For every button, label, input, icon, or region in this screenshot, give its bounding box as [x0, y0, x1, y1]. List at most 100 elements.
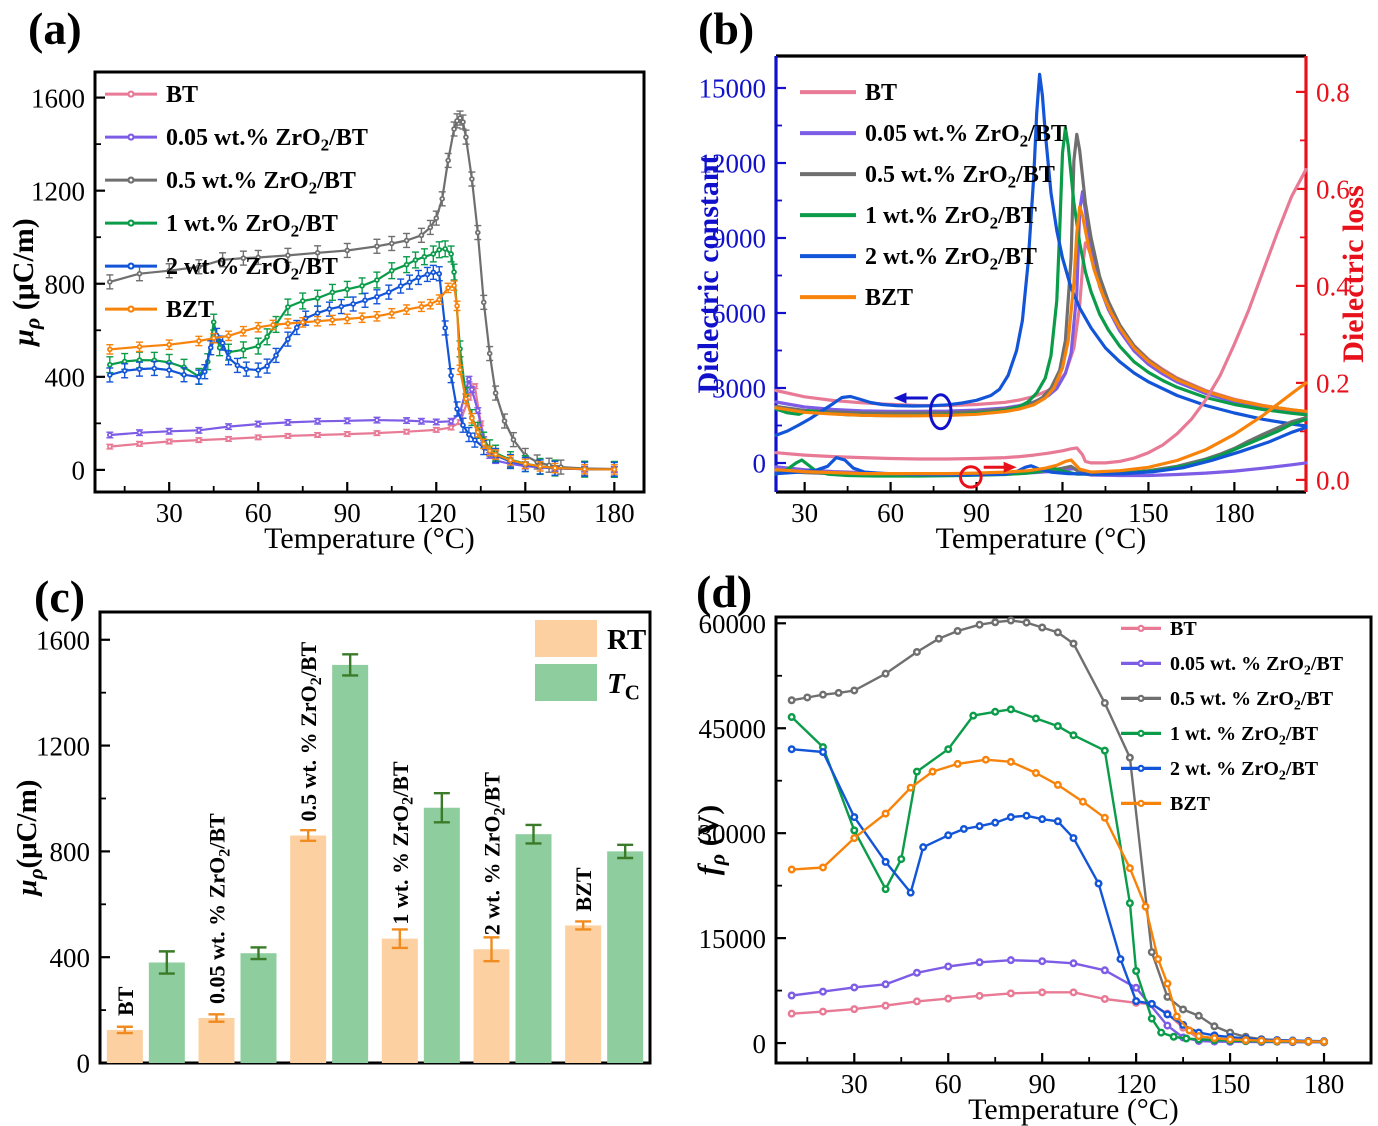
data-point-center [852, 688, 856, 692]
data-point-center [1071, 642, 1076, 646]
data-point-center [361, 284, 364, 287]
data-point-center [993, 821, 997, 825]
bar-tc [423, 807, 460, 1063]
bar-rt [565, 925, 602, 1063]
data-point-center [470, 177, 473, 181]
data-point-center [467, 433, 470, 436]
data-point-center [423, 255, 426, 258]
legend-swatch [535, 620, 597, 657]
data-point-center [503, 419, 506, 423]
data-point-center [375, 315, 378, 318]
legend-marker-center [1139, 767, 1143, 770]
legend-label: 0.5 wt.% ZrO2/BT [865, 162, 1055, 191]
data-point-center [197, 429, 200, 432]
bar-rt [381, 938, 418, 1063]
y-axis-title: μρ(μC/m) [11, 780, 47, 898]
data-point-center [426, 273, 429, 276]
data-point-center [461, 424, 465, 427]
data-point-center [363, 299, 367, 302]
data-point-center [470, 417, 473, 420]
data-point-center [227, 334, 230, 337]
data-point-center [212, 337, 215, 340]
data-point-center [1009, 618, 1013, 623]
data-point-center [1025, 621, 1029, 625]
data-point-center [138, 431, 141, 434]
data-point-center [1306, 1039, 1310, 1043]
data-point-center [1056, 630, 1060, 634]
data-point-center [852, 828, 856, 832]
legend-swatch [535, 664, 597, 701]
panel-b: 30 60 90 120 150 180 0 3000 6000 9000 12000 15000 0.… [690, 0, 1378, 563]
data-point-center [346, 317, 349, 320]
data-point-center [805, 695, 809, 699]
series-5-line [790, 758, 1326, 1043]
data-point-center [539, 465, 542, 468]
data-point-center [915, 770, 919, 774]
data-point-center [1081, 800, 1085, 804]
x-tick-label: 60 [935, 1069, 962, 1099]
data-point-center [168, 369, 171, 372]
data-point-center [1212, 1024, 1216, 1028]
data-point-center [1244, 1038, 1248, 1042]
data-point-center [316, 320, 319, 323]
legend-marker-center [129, 307, 133, 311]
data-point-center [108, 363, 111, 366]
data-point-center [212, 321, 215, 324]
data-point-center [1009, 991, 1013, 995]
data-point-center [257, 256, 260, 259]
data-point-center [494, 453, 497, 456]
data-point-center [461, 120, 465, 124]
data-point-center [553, 466, 557, 470]
data-point-center [1009, 760, 1013, 764]
data-point-center [375, 295, 378, 298]
data-point-center [215, 334, 218, 337]
panel-c-chart: 0 400 800 1200 1600 BT 0.05 wt. % ZrO2/BT 0.5 w… [11, 610, 652, 1079]
data-point-center [405, 263, 408, 266]
data-point-center [1165, 1012, 1169, 1016]
legend-entry: BZT [800, 285, 913, 311]
data-point-center [420, 305, 423, 308]
data-point-center [1071, 961, 1076, 965]
data-point-center [221, 258, 224, 261]
data-point-center [613, 468, 616, 471]
y2-tick-label: 0.8 [1316, 78, 1350, 108]
data-point-center [331, 318, 334, 322]
data-point-center [316, 433, 319, 437]
bar-category-label: BZT [571, 867, 596, 911]
data-point-center [852, 836, 856, 840]
data-point-center [884, 672, 888, 676]
x-axis-title: Temperature (°C) [936, 522, 1147, 555]
data-point-center [971, 714, 975, 718]
y2-tick-label: 0.4 [1316, 272, 1350, 302]
data-point-center [464, 397, 468, 400]
legend-entry: 1 wt.% ZrO2/BT [105, 211, 338, 240]
bar-tc [240, 953, 277, 1063]
data-point-center [458, 368, 462, 371]
panel-d-chart: 30 60 90 120 150 180 0 15000 30000 45000 60000 BT 0.… [692, 609, 1373, 1126]
y-tick-label: 1200 [31, 176, 85, 206]
data-point-center [138, 442, 141, 445]
legend-marker-center [1139, 732, 1143, 735]
data-point-center [405, 308, 408, 311]
legend-label: 1 wt.% ZrO2/BT [166, 211, 338, 240]
data-point-center [1134, 986, 1138, 990]
legend-entry: 2 wt. % ZrO2/BT [1121, 758, 1319, 783]
data-point-center [1156, 957, 1160, 961]
axes-frame [93, 70, 646, 494]
plot-area: 30 60 90 120 150 180 0 400 800 1200 1600 BT 0.05 wt.… [7, 70, 646, 555]
legend-label: 0.05 wt.% ZrO2/BT [166, 125, 368, 154]
data-point-center [420, 234, 423, 237]
data-point-center [931, 770, 935, 774]
data-point-center [476, 431, 479, 434]
data-point-center [138, 345, 141, 348]
data-point-center [286, 434, 289, 437]
data-point-center [884, 1004, 888, 1008]
legend-label: 0.5 wt.% ZrO2/BT [166, 168, 356, 197]
y2-tick-label: 0.2 [1316, 369, 1350, 399]
series-1-line [790, 959, 1326, 1044]
y2-tick-label: 0.6 [1316, 175, 1350, 205]
data-point-center [547, 464, 551, 467]
y-tick-label: 1600 [36, 625, 90, 655]
data-point-center [1056, 724, 1060, 728]
